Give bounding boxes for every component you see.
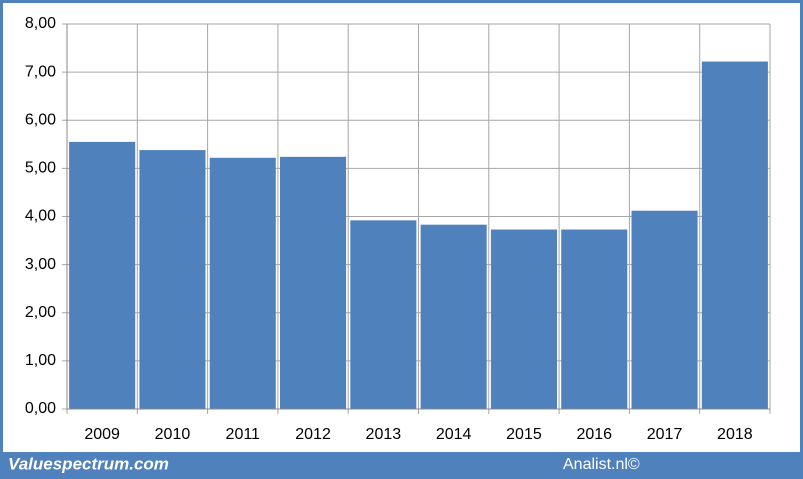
bar <box>631 210 698 409</box>
bar <box>280 156 347 409</box>
y-tick-label: 3,00 <box>25 256 56 273</box>
bar <box>701 61 768 409</box>
y-tick-label: 7,00 <box>25 63 56 80</box>
x-tick-label: 2011 <box>226 426 261 443</box>
bar <box>350 220 417 409</box>
footer-band <box>0 452 803 479</box>
footer-right: Analist.nl© <box>563 456 640 473</box>
x-tick-label: 2018 <box>717 426 753 443</box>
bar <box>139 150 206 409</box>
y-tick-label: 0,00 <box>25 400 56 417</box>
y-tick-label: 5,00 <box>25 160 56 177</box>
bar <box>490 229 557 409</box>
x-tick-label: 2013 <box>366 426 402 443</box>
y-tick-label: 8,00 <box>25 15 56 32</box>
bar <box>561 229 628 409</box>
y-tick-label: 2,00 <box>25 304 56 321</box>
x-tick-label: 2009 <box>84 426 120 443</box>
x-tick-label: 2016 <box>576 426 612 443</box>
bar <box>420 224 487 409</box>
x-tick-label: 2014 <box>436 426 472 443</box>
y-tick-label: 6,00 <box>25 111 56 128</box>
footer-left: Valuespectrum.com <box>8 454 169 473</box>
bar <box>209 157 276 409</box>
x-tick-label: 2017 <box>647 426 683 443</box>
x-tick-label: 2015 <box>506 426 542 443</box>
y-tick-label: 1,00 <box>25 352 56 369</box>
y-tick-label: 4,00 <box>25 208 56 225</box>
x-tick-label: 2010 <box>155 426 191 443</box>
x-tick-label: 2012 <box>295 426 331 443</box>
bar <box>69 141 136 409</box>
